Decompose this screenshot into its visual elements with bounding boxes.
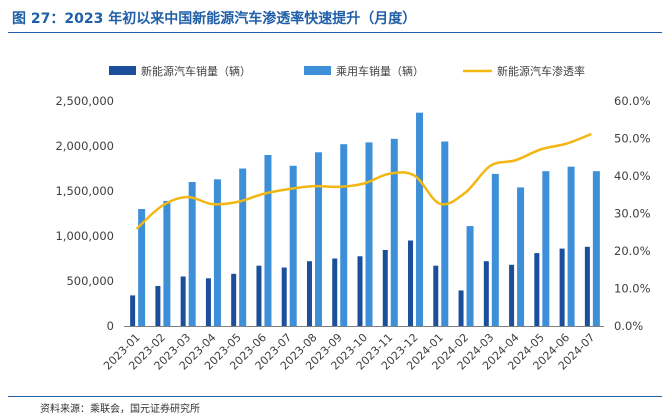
passenger-sales-bar bbox=[289, 165, 297, 326]
nev-sales-bar bbox=[559, 248, 565, 326]
left-axis: 0 500,000 1,000,000 1,500,000 2,000,000 2,500… bbox=[55, 94, 114, 333]
right-axis: 0.0% 10.0% 20.0% 30.0% 40.0% 50.0% 60.0% bbox=[614, 94, 651, 333]
passenger-sales-bar bbox=[466, 226, 474, 326]
nev-sales-bar bbox=[306, 261, 312, 326]
bars bbox=[124, 112, 604, 327]
legend-label-nev: 新能源汽车销量（辆） bbox=[141, 64, 251, 78]
passenger-sales-bar bbox=[365, 142, 373, 326]
passenger-sales-bar bbox=[213, 179, 221, 326]
left-tick-label: 2,500,000 bbox=[55, 94, 114, 108]
passenger-sales-bar bbox=[592, 171, 600, 326]
right-tick-label: 50.0% bbox=[614, 132, 651, 146]
passenger-sales-bar bbox=[441, 141, 449, 326]
right-tick-label: 20.0% bbox=[614, 244, 651, 258]
right-tick-label: 10.0% bbox=[614, 282, 651, 296]
right-tick-label: 40.0% bbox=[614, 169, 651, 183]
left-tick-label: 1,000,000 bbox=[55, 229, 114, 243]
penetration-line-layer bbox=[135, 132, 592, 230]
legend-label-passenger: 乘用车销量（辆） bbox=[336, 64, 424, 78]
passenger-sales-bar bbox=[138, 209, 146, 326]
chart: 新能源汽车销量（辆） 乘用车销量（辆） 新能源汽车渗透率 0 500,000 1,000… bbox=[55, 64, 651, 373]
nev-sales-bar bbox=[155, 285, 161, 326]
nev-sales-bar bbox=[180, 276, 186, 326]
nev-sales-bar bbox=[534, 253, 540, 326]
right-tick-label: 60.0% bbox=[614, 94, 651, 108]
nev-sales-bar bbox=[584, 246, 590, 326]
left-tick-label: 1,500,000 bbox=[55, 184, 114, 198]
legend-label-penetration: 新能源汽车渗透率 bbox=[497, 64, 585, 78]
passenger-sales-bar bbox=[163, 200, 171, 326]
passenger-sales-bar bbox=[314, 152, 322, 326]
passenger-sales-bar bbox=[188, 182, 196, 326]
nev-sales-bar bbox=[281, 267, 287, 326]
nev-sales-bar bbox=[130, 295, 136, 326]
passenger-sales-bar bbox=[542, 171, 550, 326]
nev-sales-bar bbox=[256, 265, 262, 326]
source-note: 资料来源：乘联会，国元证券研究所 bbox=[40, 404, 200, 415]
figure-title: 图 27：2023 年初以来中国新能源汽车渗透率快速提升（月度） bbox=[12, 11, 417, 27]
passenger-sales-bar bbox=[416, 112, 424, 326]
legend: 新能源汽车销量（辆） 乘用车销量（辆） 新能源汽车渗透率 bbox=[109, 64, 585, 78]
x-axis: 2023-012023-022023-032023-042023-052023-… bbox=[101, 331, 597, 373]
passenger-sales-bar bbox=[239, 168, 247, 326]
passenger-sales-bar bbox=[390, 138, 398, 326]
nev-sales-bar bbox=[357, 256, 363, 326]
left-tick-label: 500,000 bbox=[66, 274, 114, 288]
nev-sales-bar bbox=[231, 273, 237, 326]
source-divider bbox=[8, 396, 662, 397]
nev-sales-bar bbox=[483, 261, 489, 326]
nev-sales-bar bbox=[205, 278, 211, 326]
passenger-sales-bar bbox=[340, 144, 348, 326]
nev-sales-bar bbox=[509, 264, 515, 326]
passenger-sales-bar bbox=[567, 166, 575, 326]
right-tick-label: 0.0% bbox=[614, 319, 643, 333]
nev-sales-bar bbox=[408, 240, 414, 326]
passenger-sales-bar bbox=[491, 173, 499, 326]
nev-sales-bar bbox=[332, 258, 338, 326]
passenger-sales-bar bbox=[264, 155, 272, 326]
title-divider bbox=[8, 32, 662, 33]
legend-swatch-passenger bbox=[304, 66, 331, 75]
left-tick-label: 0 bbox=[107, 319, 114, 333]
right-tick-label: 30.0% bbox=[614, 207, 651, 221]
nev-sales-bar bbox=[433, 265, 439, 326]
nev-sales-bar bbox=[458, 290, 464, 326]
nev-sales-bar bbox=[382, 249, 388, 326]
penetration-line bbox=[135, 132, 592, 230]
legend-swatch-nev bbox=[109, 66, 136, 75]
passenger-sales-bar bbox=[517, 187, 525, 326]
left-tick-label: 2,000,000 bbox=[55, 139, 114, 153]
